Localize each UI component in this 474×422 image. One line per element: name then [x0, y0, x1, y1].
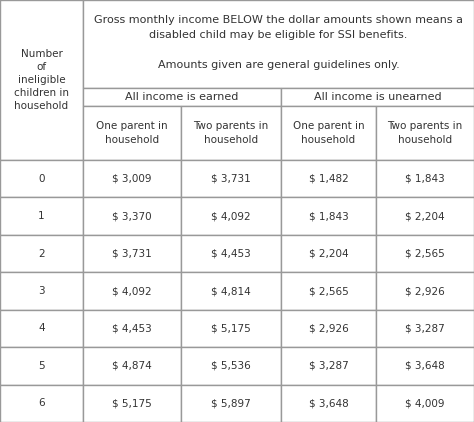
Text: All income is earned: All income is earned	[125, 92, 239, 102]
Text: $ 3,287: $ 3,287	[309, 361, 348, 371]
Text: $ 5,536: $ 5,536	[211, 361, 251, 371]
Text: $ 4,092: $ 4,092	[112, 286, 152, 296]
Text: $ 4,453: $ 4,453	[112, 323, 152, 333]
Text: $ 5,897: $ 5,897	[211, 398, 251, 408]
Bar	[376, 160, 474, 197]
Bar	[0, 310, 83, 347]
Text: $ 2,565: $ 2,565	[309, 286, 348, 296]
Text: $ 3,648: $ 3,648	[405, 361, 445, 371]
Bar	[83, 384, 181, 422]
Bar	[181, 347, 281, 384]
Text: $ 3,731: $ 3,731	[112, 249, 152, 259]
Bar	[376, 106, 474, 160]
Text: $ 3,648: $ 3,648	[309, 398, 348, 408]
Text: 4: 4	[38, 323, 45, 333]
Text: 1: 1	[38, 211, 45, 221]
Text: $ 5,175: $ 5,175	[112, 398, 152, 408]
Text: Two parents in
household: Two parents in household	[387, 122, 463, 145]
Text: $ 2,204: $ 2,204	[405, 211, 445, 221]
Bar	[281, 197, 376, 235]
Text: $ 1,843: $ 1,843	[309, 211, 348, 221]
Bar	[83, 0, 474, 88]
Text: Two parents in
household: Two parents in household	[193, 122, 269, 145]
Bar	[281, 160, 376, 197]
Bar	[181, 310, 281, 347]
Text: 0: 0	[38, 174, 45, 184]
Bar	[0, 160, 83, 197]
Text: disabled child may be eligible for SSI benefits.: disabled child may be eligible for SSI b…	[149, 30, 408, 40]
Text: All income is unearned: All income is unearned	[314, 92, 441, 102]
Bar	[281, 106, 376, 160]
Bar	[376, 310, 474, 347]
Text: $ 4,009: $ 4,009	[405, 398, 445, 408]
Bar	[181, 384, 281, 422]
Text: 3: 3	[38, 286, 45, 296]
Text: $ 3,009: $ 3,009	[112, 174, 152, 184]
Bar	[376, 197, 474, 235]
Bar	[181, 197, 281, 235]
Text: $ 4,814: $ 4,814	[211, 286, 251, 296]
Text: 5: 5	[38, 361, 45, 371]
Bar	[83, 197, 181, 235]
Text: Amounts given are general guidelines only.: Amounts given are general guidelines onl…	[158, 60, 400, 70]
Text: $ 3,287: $ 3,287	[405, 323, 445, 333]
Text: $ 1,482: $ 1,482	[309, 174, 348, 184]
Bar	[376, 272, 474, 310]
Text: $ 3,731: $ 3,731	[211, 174, 251, 184]
Text: $ 4,453: $ 4,453	[211, 249, 251, 259]
Text: $ 2,204: $ 2,204	[309, 249, 348, 259]
Text: One parent in
household: One parent in household	[292, 122, 365, 145]
Text: $ 2,926: $ 2,926	[309, 323, 348, 333]
Bar	[181, 235, 281, 272]
Bar	[0, 384, 83, 422]
Bar	[281, 272, 376, 310]
Bar	[83, 272, 181, 310]
Bar	[376, 347, 474, 384]
Bar	[281, 384, 376, 422]
Bar	[83, 310, 181, 347]
Bar	[0, 272, 83, 310]
Bar	[0, 197, 83, 235]
Text: Number
of
ineligible
children in
household: Number of ineligible children in househo…	[14, 49, 69, 111]
Text: $ 4,092: $ 4,092	[211, 211, 251, 221]
Bar	[376, 235, 474, 272]
Bar	[83, 160, 181, 197]
Bar	[376, 384, 474, 422]
Bar	[181, 272, 281, 310]
Bar	[281, 88, 474, 106]
Bar	[281, 347, 376, 384]
Bar	[83, 347, 181, 384]
Bar	[0, 347, 83, 384]
Bar	[281, 235, 376, 272]
Text: $ 4,874: $ 4,874	[112, 361, 152, 371]
Text: 6: 6	[38, 398, 45, 408]
Text: $ 5,175: $ 5,175	[211, 323, 251, 333]
Bar	[0, 235, 83, 272]
Bar	[0, 0, 83, 160]
Text: $ 3,370: $ 3,370	[112, 211, 152, 221]
Bar	[181, 160, 281, 197]
Text: $ 1,843: $ 1,843	[405, 174, 445, 184]
Text: 2: 2	[38, 249, 45, 259]
Bar	[83, 235, 181, 272]
Text: $ 2,926: $ 2,926	[405, 286, 445, 296]
Bar	[281, 310, 376, 347]
Bar	[181, 106, 281, 160]
Bar	[83, 88, 281, 106]
Text: One parent in
household: One parent in household	[96, 122, 168, 145]
Bar	[83, 106, 181, 160]
Text: $ 2,565: $ 2,565	[405, 249, 445, 259]
Text: Gross monthly income BELOW the dollar amounts shown means a: Gross monthly income BELOW the dollar am…	[94, 15, 463, 25]
